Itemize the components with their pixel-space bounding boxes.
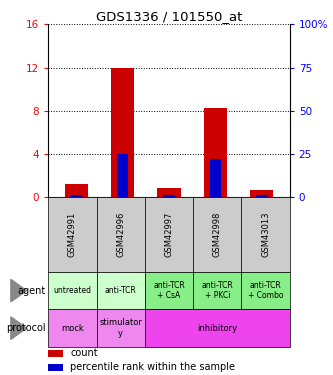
Polygon shape xyxy=(11,317,27,339)
Bar xyxy=(70,195,82,197)
Text: mock: mock xyxy=(61,324,84,333)
Bar xyxy=(97,197,145,272)
Bar xyxy=(111,68,134,197)
Title: GDS1336 / 101550_at: GDS1336 / 101550_at xyxy=(96,10,242,23)
Text: GSM42997: GSM42997 xyxy=(165,211,173,257)
Text: anti-TCR
+ CsA: anti-TCR + CsA xyxy=(153,281,185,300)
Bar xyxy=(241,272,290,309)
Bar xyxy=(97,272,145,309)
Bar xyxy=(209,159,221,197)
Text: anti-TCR
+ Combo: anti-TCR + Combo xyxy=(248,281,283,300)
Bar xyxy=(193,197,241,272)
Text: inhibitory: inhibitory xyxy=(197,324,237,333)
Bar xyxy=(145,197,193,272)
Bar xyxy=(65,184,88,197)
Bar xyxy=(48,309,97,347)
Bar xyxy=(48,272,97,309)
Text: GSM42998: GSM42998 xyxy=(213,211,222,257)
Bar xyxy=(145,309,290,347)
Text: GSM42991: GSM42991 xyxy=(68,212,77,257)
Bar xyxy=(204,108,227,197)
Text: untreated: untreated xyxy=(53,286,92,295)
Bar xyxy=(256,195,268,197)
Bar xyxy=(48,197,97,272)
Bar xyxy=(97,309,145,347)
Bar xyxy=(145,272,193,309)
Bar xyxy=(117,154,129,197)
Bar xyxy=(158,188,180,197)
Text: count: count xyxy=(70,348,98,358)
Text: GSM42996: GSM42996 xyxy=(116,211,125,257)
Bar xyxy=(48,364,63,371)
Text: protocol: protocol xyxy=(6,323,46,333)
Bar xyxy=(163,195,175,197)
Polygon shape xyxy=(11,279,27,302)
Bar xyxy=(48,350,63,357)
Text: percentile rank within the sample: percentile rank within the sample xyxy=(70,362,235,372)
Bar xyxy=(250,190,273,197)
Text: GSM43013: GSM43013 xyxy=(261,211,270,257)
Text: stimulator
y: stimulator y xyxy=(99,318,142,338)
Text: agent: agent xyxy=(18,286,46,296)
Bar xyxy=(241,197,290,272)
Text: anti-TCR
+ PKCi: anti-TCR + PKCi xyxy=(201,281,233,300)
Text: anti-TCR: anti-TCR xyxy=(105,286,137,295)
Bar xyxy=(193,272,241,309)
